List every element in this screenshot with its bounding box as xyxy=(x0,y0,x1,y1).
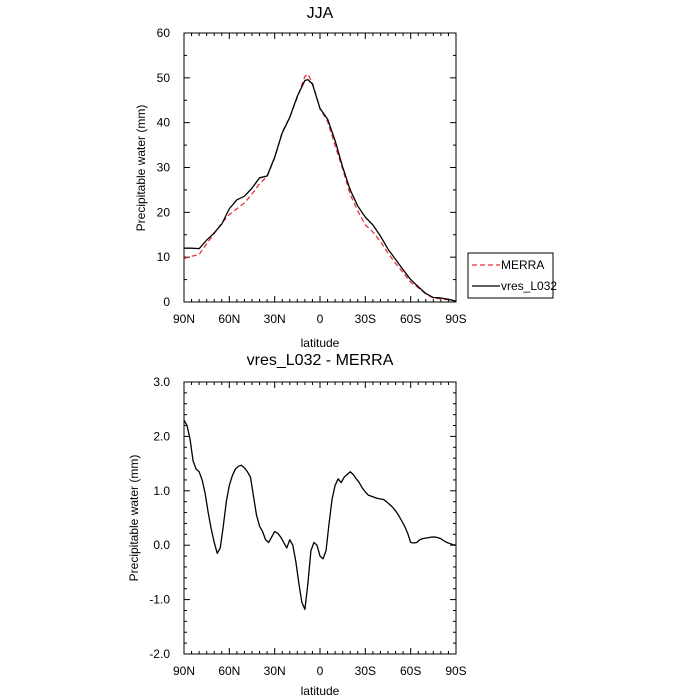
chart2-xtick-label: 90S xyxy=(445,664,466,678)
chart2-ytick-label: 2.0 xyxy=(153,429,170,443)
chart2-ytick-label: -2.0 xyxy=(149,647,170,661)
chart1-ytick-label: 40 xyxy=(157,116,171,130)
chart2-xtick-label: 30S xyxy=(355,664,376,678)
chart1-xlabel: latitude xyxy=(301,336,340,350)
chart1-ytick-label: 10 xyxy=(157,250,171,264)
chart1-ylabel: Precipitable water (mm) xyxy=(134,105,148,232)
legend: MERRA vres_L032 xyxy=(467,252,557,299)
chart1-ytick-label: 0 xyxy=(163,295,170,309)
chart2-series-vres-l032-merra xyxy=(183,419,457,611)
chart2-ytick-label: 3.0 xyxy=(153,375,170,389)
chart2-ytick-label: 0.0 xyxy=(153,538,170,552)
legend-merra-label: MERRA xyxy=(501,258,544,272)
chart1-ytick-label: 30 xyxy=(157,161,171,175)
chart2-xtick-label: 60N xyxy=(218,664,240,678)
legend-box xyxy=(467,252,554,299)
chart2-xlabel: latitude xyxy=(301,684,340,698)
chart2-xtick-label: 60S xyxy=(400,664,421,678)
chart1-xtick-label: 90N xyxy=(173,312,195,326)
chart1-plot-area: 90N 60N 30N 0 30S 60S 90S 0 10 20 30 40 50 60 xyxy=(157,26,467,326)
legend-vres-label: vres_L032 xyxy=(501,279,557,293)
chart1-xtick-label: 30N xyxy=(264,312,286,326)
chart2-title: vres_L032 - MERRA xyxy=(247,352,394,369)
chart1-ytick-label: 60 xyxy=(157,26,171,40)
chart2-xtick-label: 30N xyxy=(264,664,286,678)
chart1-xtick-label: 60N xyxy=(218,312,240,326)
chart2-ytick-label: -1.0 xyxy=(149,593,170,607)
chart1-xtick-label: 90S xyxy=(445,312,466,326)
chart1-ytick-label: 20 xyxy=(157,205,171,219)
chart1-xtick-label: 0 xyxy=(317,312,324,326)
chart1-xtick-label: 30S xyxy=(355,312,376,326)
chart2-plot-area: 90N 60N 30N 0 30S 60S 90S -2.0 -1.0 0.0 1.0 2.0 3.0 xyxy=(149,375,466,678)
chart1-frame xyxy=(183,32,457,303)
chart1-ytick-label: 50 xyxy=(157,71,171,85)
chart2-ytick-label: 1.0 xyxy=(153,484,170,498)
chart1-series-vres-l032 xyxy=(184,78,457,302)
chart1-title: JJA xyxy=(307,5,334,22)
chart1-series-merra xyxy=(183,73,457,302)
chart2-ylabel: Precipitable water (mm) xyxy=(127,455,141,582)
chart1-xtick-label: 60S xyxy=(400,312,421,326)
chart2-xtick-label: 0 xyxy=(317,664,324,678)
chart2-xtick-label: 90N xyxy=(173,664,195,678)
